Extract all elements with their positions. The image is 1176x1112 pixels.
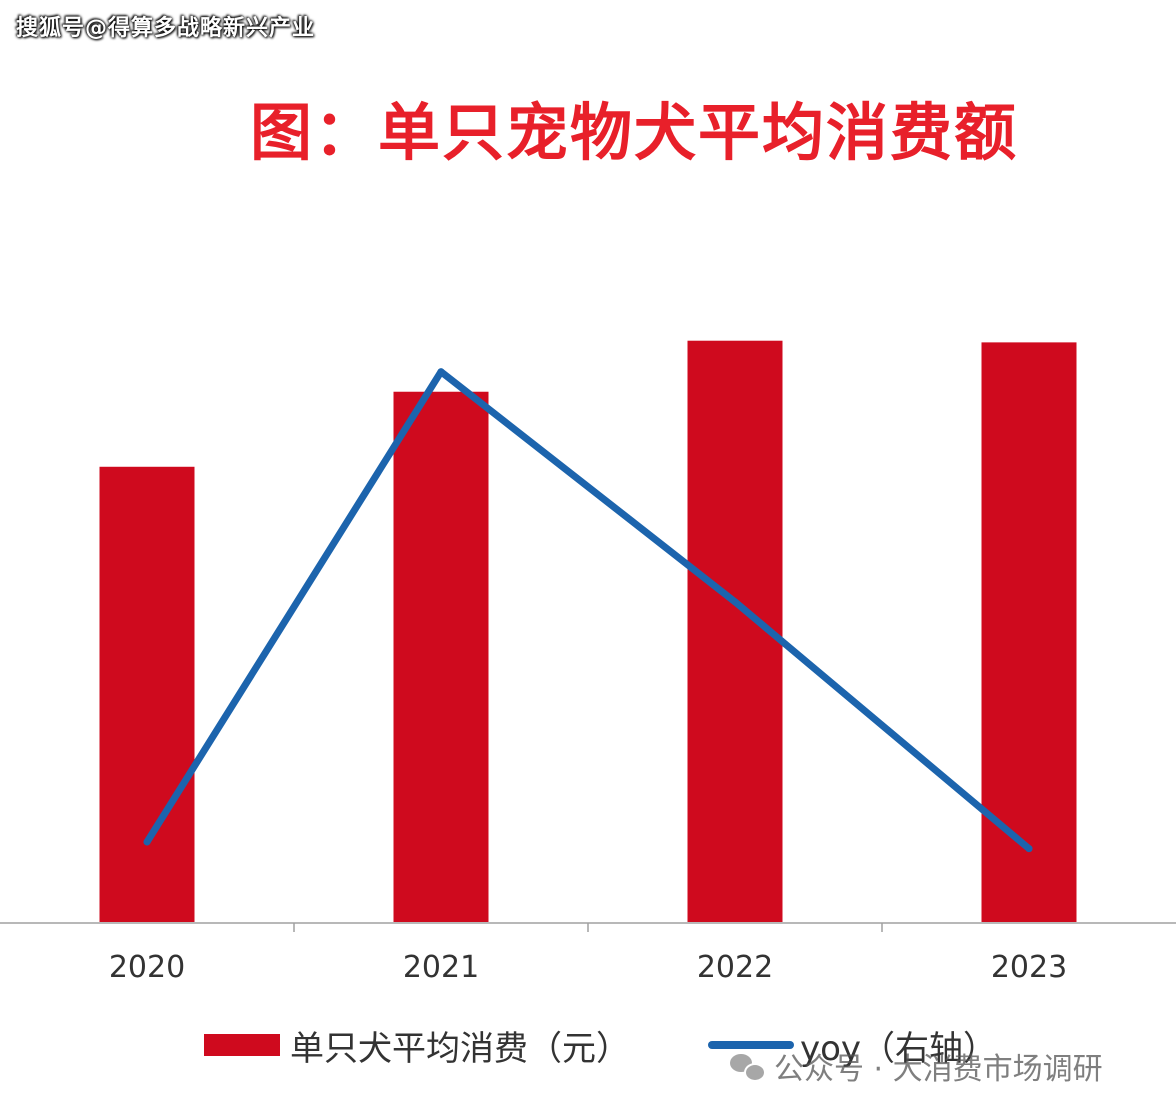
yoy-point-2023 xyxy=(1025,845,1033,853)
x-tick-label-2020: 2020 xyxy=(109,950,185,985)
watermark-text: 公众号 · 大消费市场调研 xyxy=(774,1052,1103,1087)
yoy-point-2021 xyxy=(437,368,445,376)
legend: 单只犬平均消费（元） yoy（右轴） xyxy=(204,1020,1164,1070)
legend-item-bar: 单只犬平均消费（元） xyxy=(204,1020,630,1070)
wechat-icon xyxy=(730,1052,766,1082)
bar-2023 xyxy=(981,342,1077,922)
x-tick-label-2023: 2023 xyxy=(991,950,1067,985)
legend-item-line: yoy（右轴） xyxy=(708,1020,997,1070)
legend-swatch-line xyxy=(708,1041,794,1049)
wechat-watermark: 公众号 · 大消费市场调研 xyxy=(730,1044,1103,1088)
legend-swatch-bar xyxy=(204,1034,280,1056)
x-tick-label-2022: 2022 xyxy=(697,950,773,985)
bar-2020 xyxy=(99,466,195,922)
yoy-point-2022 xyxy=(731,598,739,606)
source-watermark: 搜狐号@得算多战略新兴产业 xyxy=(16,16,316,41)
chart-title: 图：单只宠物犬平均消费额 xyxy=(250,96,1019,169)
yoy-line xyxy=(143,368,1033,853)
legend-label-line: yoy（右轴） xyxy=(800,1028,998,1069)
legend-label-bar: 单只犬平均消费（元） xyxy=(290,1028,630,1069)
bar-2021 xyxy=(393,391,489,922)
yoy-point-2020 xyxy=(143,838,151,846)
x-tick-label-2021: 2021 xyxy=(403,950,479,985)
